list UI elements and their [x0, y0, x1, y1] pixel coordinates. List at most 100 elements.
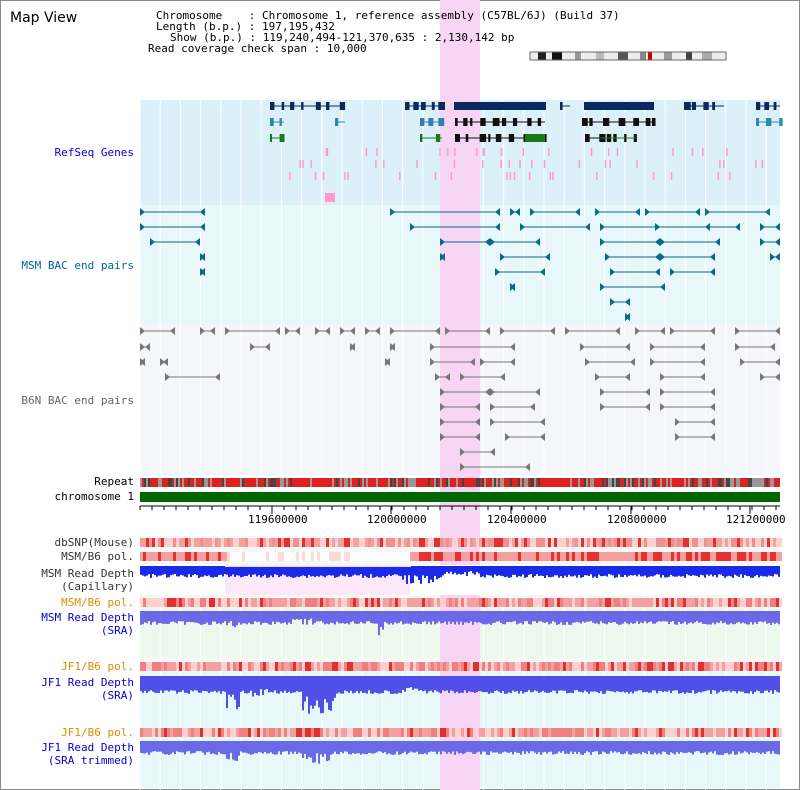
repeat-segment [710, 478, 712, 487]
dbsnp-strip [176, 538, 179, 547]
jf1-b6-pol-2-strip [314, 728, 317, 737]
track-label-b6n-bac[interactable]: B6N BAC end pairs [21, 394, 134, 407]
msm-pol-strip [248, 552, 251, 561]
jf1-sra-depth [536, 676, 538, 692]
jf1-sra-depth [720, 676, 722, 691]
msm-b6-pol-strip [686, 598, 689, 607]
msm-b6-pol-strip [542, 598, 545, 607]
repeat-segment [468, 478, 470, 487]
track-label-msm-depth-capillary[interactable]: MSM Read Depth [41, 567, 134, 580]
track-label-jf1-depth-trimmed[interactable]: JF1 Read Depth [41, 741, 134, 754]
track-label-jf1-b6-pol-2[interactable]: JF1/B6 pol. [61, 726, 134, 739]
capillary-gap-mask [353, 566, 355, 567]
msm-pol-strip [263, 552, 266, 561]
dbsnp-strip [278, 538, 281, 547]
jf1-b6-pol-2-strip [320, 728, 323, 737]
jf1-sra-depth [280, 676, 282, 692]
jf1-trimmed-depth [614, 741, 616, 752]
exon [691, 102, 696, 110]
jf1-trimmed-depth [424, 741, 426, 754]
jf1-trimmed-depth [302, 741, 304, 758]
track-label-jf1-depth-sra[interactable]: JF1 Read Depth [41, 676, 134, 689]
bac-end [250, 343, 255, 351]
jf1-trimmed-depth [152, 741, 154, 752]
repeat-segment [478, 478, 480, 487]
jf1-trimmed-depth [144, 741, 146, 754]
repeat-segment [738, 478, 740, 487]
jf1-trimmed-depth [434, 741, 436, 752]
jf1-b6-pol-2-strip [599, 728, 602, 737]
jf1-b6-pol-2-strip [677, 728, 680, 737]
jf1-b6-pol-strip [362, 662, 365, 671]
bac-end [610, 268, 615, 276]
track-label-repeat[interactable]: Repeat [94, 475, 134, 488]
msm-capillary-depth [244, 566, 246, 576]
ideogram-band [702, 52, 712, 60]
jf1-sra-depth [472, 676, 474, 693]
repeat-segment [590, 478, 592, 487]
jf1-b6-pol-2-strip [392, 728, 395, 737]
msm-pol-strip [401, 552, 404, 561]
repeat-segment [500, 478, 502, 487]
msm-sra-depth [690, 611, 692, 623]
capillary-gap-mask [245, 566, 247, 567]
repeat-segment [460, 478, 462, 487]
bac-end [445, 373, 450, 381]
track-label-msm-depth-capillary-sub: (Capillary) [61, 580, 134, 593]
track-label-refseq[interactable]: RefSeq Genes [54, 146, 134, 159]
bac-end [475, 418, 480, 426]
exon [645, 118, 651, 126]
dbsnp-strip [182, 538, 185, 547]
msm-b6-pol-strip [179, 598, 182, 607]
msm-sra-depth [230, 611, 232, 622]
jf1-trimmed-depth [400, 741, 402, 755]
repeat-segment [442, 478, 444, 487]
jf1-trimmed-depth [392, 741, 394, 755]
capillary-gap-mask [391, 566, 393, 567]
repeat-segment [614, 478, 616, 487]
dbsnp-strip [272, 538, 275, 547]
track-label-dbsnp[interactable]: dbSNP(Mouse) [54, 536, 134, 549]
msm-capillary-depth [598, 566, 600, 575]
msm-b6-pol-strip [764, 598, 767, 607]
msm-pol-strip [284, 552, 287, 561]
jf1-b6-pol-strip [689, 662, 692, 671]
repeat-segment [484, 478, 486, 487]
jf1-trimmed-depth [282, 741, 284, 752]
jf1-b6-pol-2-strip [332, 728, 335, 737]
msm-capillary-depth [736, 566, 738, 576]
bac-end [430, 358, 435, 366]
msm-sra-depth [260, 611, 262, 625]
msm-b6-pol-strip [569, 598, 572, 607]
jf1-trimmed-depth [238, 741, 240, 756]
refseq-variant [376, 148, 378, 156]
jf1-sra-depth [440, 676, 442, 694]
msm-pol-strip [209, 552, 212, 561]
jf1-sra-depth [264, 676, 266, 690]
jf1-b6-pol-2-strip [266, 728, 269, 737]
jf1-trimmed-depth [272, 741, 274, 754]
dbsnp-strip [206, 538, 209, 547]
dbsnp-strip [686, 538, 689, 547]
repeat-segment [224, 478, 226, 487]
jf1-b6-pol-2-strip [170, 728, 173, 737]
msm-capillary-depth [304, 566, 306, 577]
refseq-variant [616, 148, 619, 156]
jf1-b6-pol-2-strip [284, 728, 287, 737]
jf1-b6-pol-2-strip [161, 728, 164, 737]
track-label-jf1-b6-pol[interactable]: JF1/B6 pol. [61, 660, 134, 673]
jf1-sra-depth [248, 676, 250, 693]
repeat-segment [680, 478, 682, 487]
jf1-sra-depth [518, 676, 520, 694]
exon [508, 134, 515, 142]
repeat-segment [532, 478, 534, 487]
dbsnp-strip [581, 538, 584, 547]
jf1-sra-depth [672, 676, 674, 691]
track-label-msm-bac[interactable]: MSM BAC end pairs [21, 259, 134, 272]
track-label-chromosome[interactable]: chromosome 1 [54, 490, 134, 503]
msm-capillary-depth [646, 566, 648, 578]
track-label-msm-b6-pol-2[interactable]: MSM/B6 pol. [61, 596, 134, 609]
track-label-msm-b6-pol[interactable]: MSM/B6 pol. [61, 550, 134, 563]
track-label-msm-depth-sra[interactable]: MSM Read Depth [41, 611, 134, 624]
